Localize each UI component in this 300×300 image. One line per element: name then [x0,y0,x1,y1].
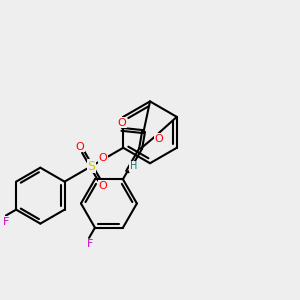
Text: O: O [117,118,126,128]
Text: S: S [87,160,95,173]
Text: F: F [86,239,93,249]
Text: O: O [98,181,107,191]
Text: O: O [155,134,164,144]
Text: O: O [76,142,84,152]
Text: H: H [130,161,137,171]
Text: F: F [3,217,10,227]
Text: O: O [98,153,107,163]
